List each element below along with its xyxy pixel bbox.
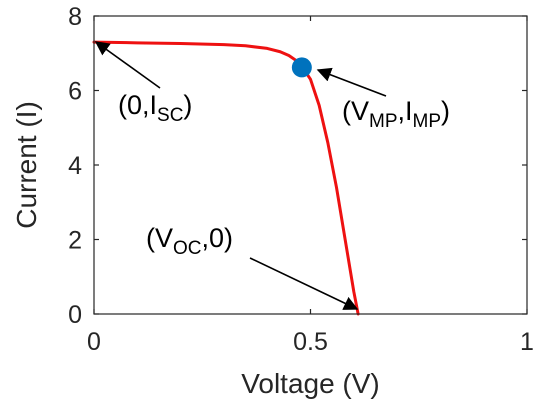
axis-ticks: 0 0.5 1 0 2 4 6 8 [68,3,534,356]
annotations: (0,ISC) (VMP,IMP) (VOC,0) [94,41,450,310]
y-tick-label: 2 [68,227,82,255]
plot-layer [92,40,360,316]
x-tick-label: 0 [87,328,101,356]
annotation-arrow-oc [249,257,359,310]
annotation-arrow-isc [94,41,161,89]
annotation-isc: (0,ISC) [118,90,192,126]
annotation-oc: (VOC,0) [146,223,233,259]
annotation-mp: (VMP,IMP) [342,96,450,132]
x-axis-title: Voltage (V) [241,368,380,399]
y-tick-label: 6 [68,78,82,106]
y-tick-label: 4 [68,152,82,180]
plot-area [94,16,527,314]
y-axis-title: Current (I) [11,101,42,229]
annotation-arrow-mp [316,67,387,97]
max-power-point-marker [291,57,312,78]
y-tick-label: 0 [68,301,82,329]
y-tick-label: 8 [68,3,82,31]
x-tick-label: 0.5 [293,328,328,356]
x-tick-label: 1 [520,328,534,356]
